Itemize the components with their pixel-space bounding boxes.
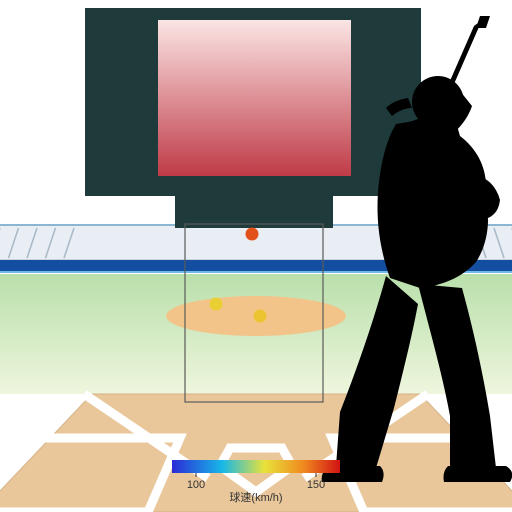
velocity-colorbar: [172, 460, 340, 473]
colorbar-tick-label: 100: [187, 479, 205, 491]
pitch-location-diagram: 100 150 球速(km/h): [0, 0, 512, 512]
colorbar-tick-label: 150: [307, 479, 325, 491]
scoreboard-screen: [158, 20, 351, 176]
pitch-marker: [254, 310, 267, 323]
pitch-marker: [246, 228, 259, 241]
pitch-marker: [210, 298, 223, 311]
scoreboard-stem: [175, 196, 333, 228]
colorbar-label: 球速(km/h): [229, 490, 282, 504]
scene-svg: 100 150 球速(km/h): [0, 0, 512, 512]
